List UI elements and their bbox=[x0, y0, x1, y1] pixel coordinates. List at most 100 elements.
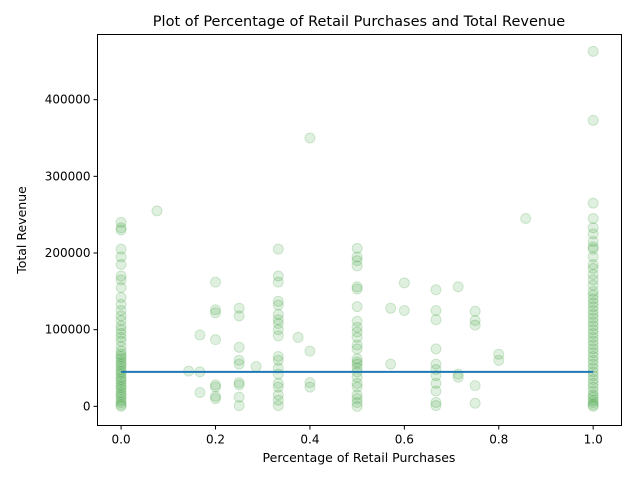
data-point bbox=[587, 285, 599, 297]
data-point bbox=[194, 329, 206, 341]
data-point bbox=[115, 324, 127, 336]
data-point bbox=[587, 312, 599, 324]
data-point bbox=[587, 358, 599, 370]
data-point bbox=[115, 376, 127, 388]
data-point bbox=[115, 251, 127, 263]
data-point bbox=[469, 397, 481, 409]
data-point bbox=[587, 335, 599, 347]
data-point bbox=[115, 341, 127, 353]
data-point bbox=[115, 387, 127, 399]
x-tick-label: 0.4 bbox=[300, 433, 319, 447]
data-point bbox=[233, 302, 245, 314]
data-point bbox=[351, 356, 363, 368]
data-point bbox=[210, 334, 222, 346]
data-point bbox=[272, 400, 284, 412]
data-point bbox=[587, 268, 599, 280]
data-point bbox=[493, 348, 505, 360]
data-point bbox=[272, 362, 284, 374]
data-point bbox=[115, 305, 127, 316]
data-point bbox=[272, 389, 284, 401]
data-point bbox=[233, 354, 245, 366]
data-point bbox=[587, 339, 599, 351]
data-point bbox=[587, 228, 599, 240]
data-point bbox=[115, 348, 127, 360]
y-tick-label: 0 bbox=[83, 399, 91, 413]
y-tick-label: 300000 bbox=[45, 169, 91, 183]
data-point bbox=[351, 339, 363, 351]
x-axis-label: Percentage of Retail Purchases bbox=[263, 450, 456, 465]
data-point bbox=[194, 387, 206, 399]
y-tick-label: 100000 bbox=[45, 323, 91, 337]
data-point bbox=[233, 341, 245, 353]
data-point bbox=[587, 397, 599, 408]
data-point bbox=[587, 400, 599, 412]
data-point bbox=[115, 298, 127, 310]
data-point bbox=[115, 314, 127, 326]
data-point bbox=[587, 293, 599, 305]
data-point bbox=[587, 389, 599, 401]
data-point bbox=[115, 381, 127, 393]
data-point bbox=[587, 197, 599, 209]
y-axis-label: Total Revenue bbox=[14, 186, 29, 275]
data-point bbox=[587, 328, 599, 339]
data-point bbox=[587, 259, 599, 270]
data-point bbox=[587, 354, 599, 366]
data-point bbox=[430, 397, 442, 408]
data-point bbox=[115, 389, 127, 401]
data-point bbox=[430, 314, 442, 326]
data-point bbox=[115, 222, 127, 234]
data-point bbox=[115, 356, 127, 368]
data-point bbox=[272, 270, 284, 282]
data-point bbox=[587, 308, 599, 320]
y-tick-label: 400000 bbox=[45, 93, 91, 107]
data-point bbox=[452, 368, 464, 380]
data-point bbox=[272, 318, 284, 330]
data-point bbox=[469, 319, 481, 331]
data-point bbox=[587, 241, 599, 253]
data-point bbox=[115, 331, 127, 343]
data-point bbox=[587, 316, 599, 328]
data-point bbox=[210, 381, 222, 393]
data-point bbox=[587, 347, 599, 359]
y-axis: 0 100000 200000 300000 400000 bbox=[45, 93, 98, 413]
data-point bbox=[351, 326, 363, 338]
data-point bbox=[272, 330, 284, 342]
y-tick-label: 200000 bbox=[45, 246, 91, 260]
data-point bbox=[115, 351, 127, 362]
data-point bbox=[385, 302, 397, 314]
data-point bbox=[233, 377, 245, 389]
data-point bbox=[587, 394, 599, 406]
x-tick-label: 0.0 bbox=[112, 433, 131, 447]
data-point bbox=[272, 308, 284, 320]
data-point bbox=[115, 383, 127, 395]
data-point bbox=[272, 324, 284, 336]
data-point bbox=[304, 345, 316, 357]
data-point bbox=[520, 213, 532, 224]
data-point bbox=[430, 370, 442, 382]
data-point bbox=[210, 307, 222, 319]
data-point bbox=[115, 391, 127, 403]
data-point bbox=[587, 377, 599, 389]
data-point bbox=[115, 274, 127, 286]
data-point bbox=[351, 255, 363, 267]
data-point bbox=[304, 132, 316, 144]
data-point bbox=[351, 362, 363, 374]
data-point bbox=[115, 310, 127, 322]
data-point bbox=[210, 304, 222, 316]
x-tick-label: 0.6 bbox=[395, 433, 414, 447]
data-point bbox=[210, 379, 222, 391]
data-point bbox=[587, 374, 599, 385]
data-point bbox=[587, 331, 599, 343]
data-point bbox=[233, 379, 245, 391]
data-point bbox=[115, 400, 127, 412]
data-point bbox=[587, 222, 599, 234]
data-point bbox=[587, 301, 599, 313]
data-point bbox=[430, 305, 442, 316]
data-point bbox=[351, 389, 363, 401]
plot-frame bbox=[97, 34, 622, 426]
data-point bbox=[587, 324, 599, 336]
x-tick-label: 1.0 bbox=[584, 433, 603, 447]
data-point bbox=[587, 399, 599, 411]
data-point bbox=[587, 320, 599, 332]
